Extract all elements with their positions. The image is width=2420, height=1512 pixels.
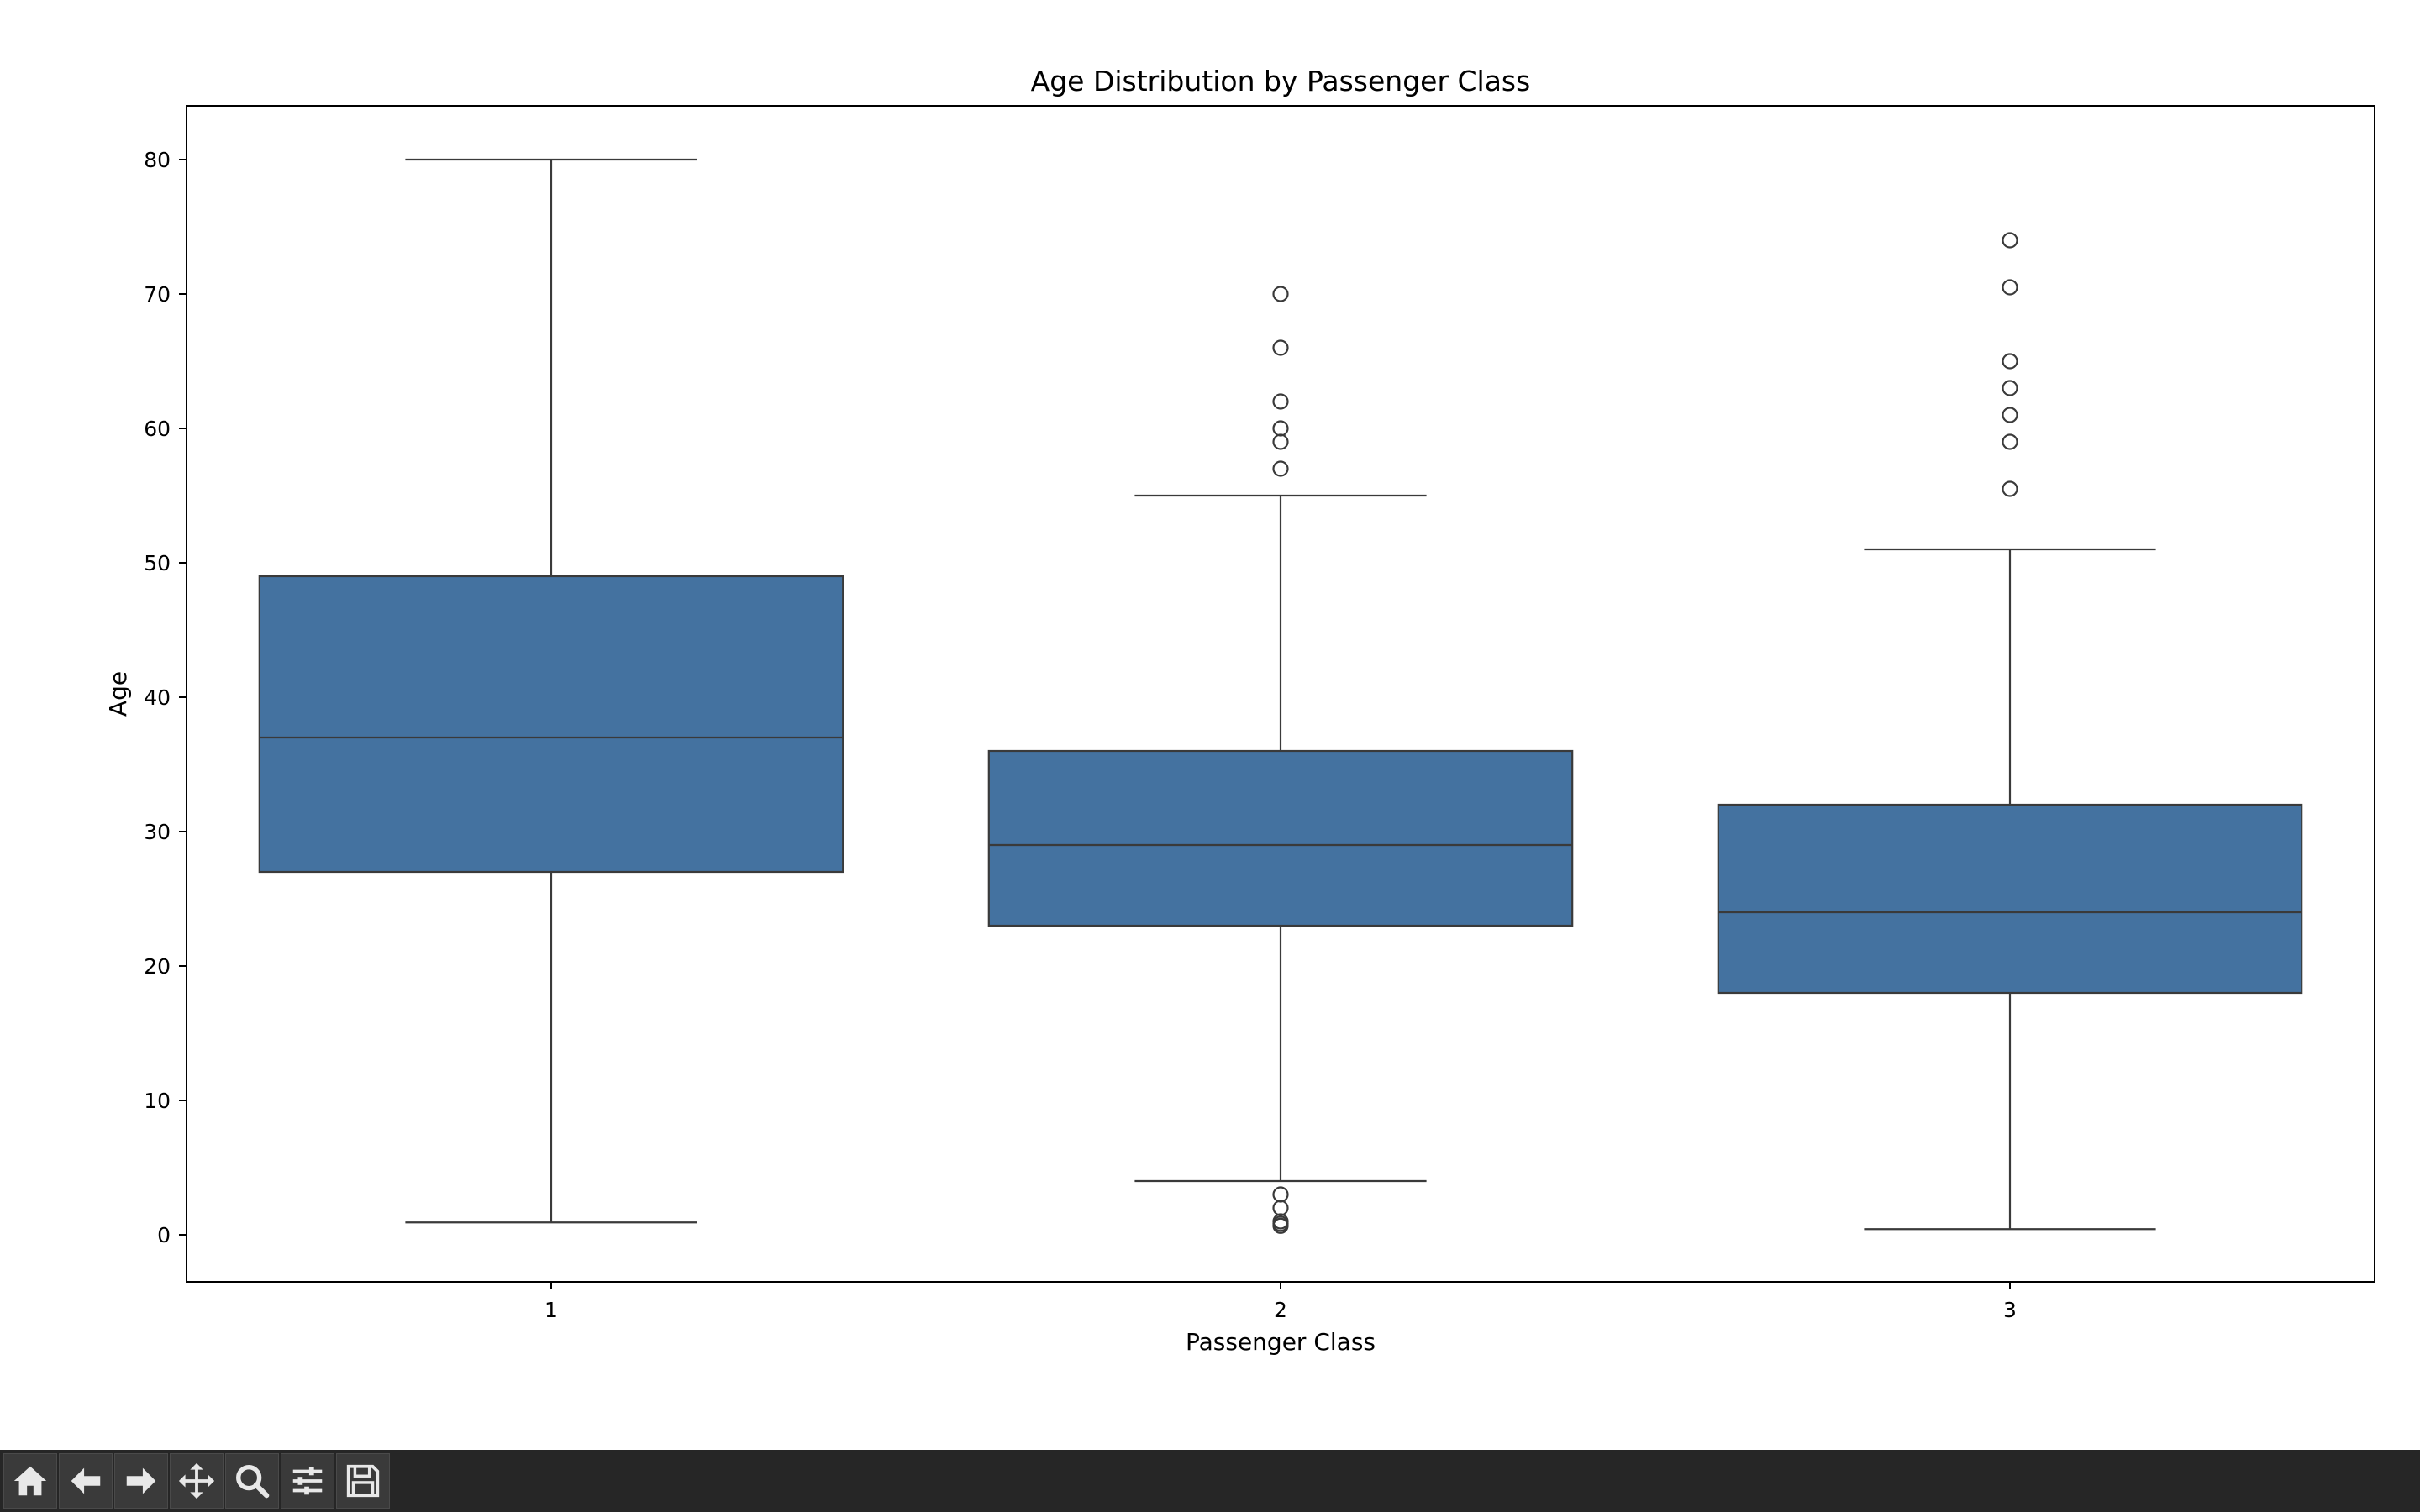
y-tick-label: 20 — [144, 954, 171, 979]
outlier-point — [2002, 407, 2018, 423]
move-icon — [178, 1462, 215, 1499]
zoom-button[interactable] — [225, 1453, 279, 1509]
y-tick-label: 80 — [144, 148, 171, 172]
y-tick-label: 10 — [144, 1089, 171, 1113]
arrow-right-icon — [126, 1467, 156, 1494]
box — [1717, 803, 2303, 995]
home-button[interactable] — [3, 1453, 57, 1509]
outlier-point — [1272, 1200, 1289, 1216]
plot-area: 0 10 20 30 40 50 60 70 80 1 2 3 — [144, 105, 2375, 1322]
home-icon — [13, 1466, 47, 1496]
y-tick-label: 70 — [144, 282, 171, 307]
x-tick-label: 1 — [544, 1298, 558, 1322]
outlier-point — [2002, 480, 2018, 497]
outlier-point — [1272, 433, 1289, 450]
outlier-point — [1272, 1186, 1289, 1203]
outlier-point — [1272, 393, 1289, 410]
outlier-point — [1272, 339, 1289, 356]
outlier-point — [2002, 433, 2018, 450]
y-tick-label: 0 — [157, 1223, 171, 1247]
outlier-point — [1272, 420, 1289, 437]
box — [258, 575, 844, 874]
configure-subplots-button[interactable] — [281, 1453, 334, 1509]
save-button[interactable] — [336, 1453, 390, 1509]
box — [987, 749, 1574, 927]
outlier-point — [2002, 380, 2018, 396]
y-tick-label: 50 — [144, 551, 171, 575]
outlier-point — [2002, 232, 2018, 249]
outlier-point — [1272, 460, 1289, 477]
x-tick-label: 2 — [1274, 1298, 1287, 1322]
y-tick-label: 30 — [144, 820, 171, 844]
x-tick-label: 3 — [2003, 1298, 2017, 1322]
sliders-icon — [292, 1467, 323, 1495]
arrow-left-icon — [71, 1467, 101, 1494]
magnifier-icon — [236, 1465, 270, 1499]
y-tick-label: 60 — [144, 417, 171, 441]
y-tick-label: 40 — [144, 685, 171, 710]
boxplot-chart: Age Distribution by Passenger Class Pass… — [104, 65, 2375, 1356]
outlier-point — [2002, 353, 2018, 370]
floppy-disk-icon — [346, 1464, 380, 1498]
outlier-point — [2002, 279, 2018, 296]
chart-figure: Age Distribution by Passenger Class Pass… — [104, 65, 2375, 1356]
forward-button[interactable] — [114, 1453, 168, 1509]
pan-button[interactable] — [170, 1453, 224, 1509]
x-axis-label: Passenger Class — [1186, 1328, 1376, 1356]
y-axis-label: Age — [104, 671, 132, 717]
outlier-point — [1272, 286, 1289, 302]
chart-title: Age Distribution by Passenger Class — [1031, 65, 1531, 97]
back-button[interactable] — [59, 1453, 113, 1509]
navigation-toolbar — [0, 1450, 2420, 1512]
